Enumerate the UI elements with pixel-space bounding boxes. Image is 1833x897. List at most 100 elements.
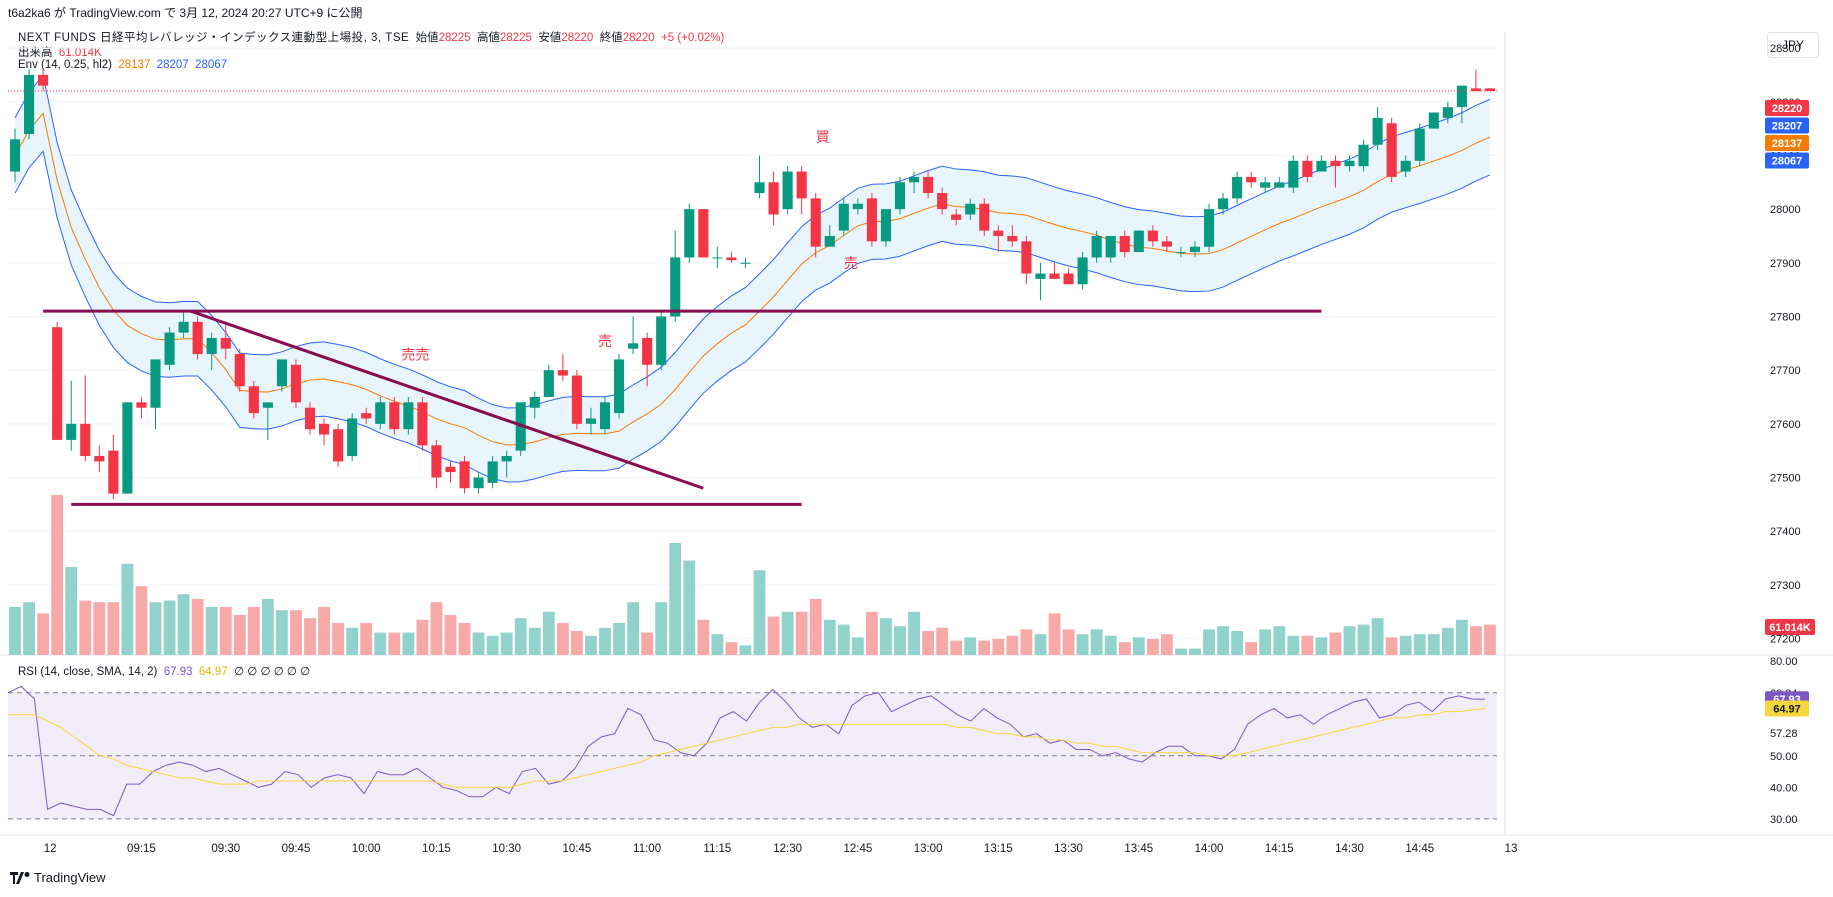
rsi-tick-label: 40.00 [1770,782,1798,794]
candle-body [1428,112,1439,129]
tradingview-logo[interactable]: TradingView [10,870,106,885]
price-tick-label: 27700 [1770,365,1801,377]
envelope-label: Env (14, 0.25, hl2) [18,59,112,71]
volume-bar [1455,619,1468,655]
time-tick-label: 13 [1505,843,1518,855]
volume-bar [753,570,766,655]
volume-value: 61.014K [58,47,102,59]
candle-body [319,423,330,435]
candle-body [824,235,835,247]
candle-body [1035,273,1046,279]
time-tick-label: 09:45 [282,843,311,855]
candle-body [136,402,147,408]
volume-bar [23,602,35,655]
volume-bar [571,631,583,655]
volume-bar [416,619,429,655]
volume-bar [500,632,513,655]
volume-bar [837,624,850,655]
candle-body [1414,128,1425,161]
symbol-legend[interactable]: NEXT FUNDS 日経平均レバレッジ・インデックス連動型上場投, 3, TS… [18,29,724,45]
rsi-line [7,685,1486,817]
candle-body [670,257,681,317]
volume-bar [556,623,569,655]
rsi-axis-label-box [1765,700,1809,717]
symbol-name[interactable]: NEXT FUNDS 日経平均レバレッジ・インデックス連動型上場投, 3, TS… [18,32,410,44]
rsi-legend[interactable]: RSI (14, close, SMA, 14, 2) 67.93 64.97 … [18,664,310,678]
volume-bar [978,640,991,655]
volume-bar [107,602,120,655]
volume-bar [823,619,836,655]
candle-body [1386,123,1397,177]
volume-bar [1427,634,1440,655]
volume-bar [655,602,668,655]
time-tick-label: 14:00 [1195,843,1224,855]
time-tick-label: 10:30 [492,843,521,855]
volume-bar [613,623,625,655]
volume-bar [1357,624,1370,655]
volume-bar [346,627,359,655]
volume-bar [149,602,162,655]
candle-body [585,418,597,424]
candle-body [684,209,695,258]
candle-body [838,203,849,231]
envelope-basis-line [14,112,1491,446]
candle-body [375,402,386,424]
volume-bar [1160,634,1173,655]
rsi-extra: ∅ ∅ ∅ ∅ ∅ ∅ [234,666,311,678]
envelope-lower-value: 28067 [195,59,228,71]
candle-body [740,262,751,264]
time-tick-label: 11:00 [633,843,661,855]
signal-annotation: 売 [844,255,858,271]
time-tick-label: 12 [44,843,57,855]
volume-bar [1470,626,1482,655]
candle-body [937,193,948,210]
volume-bar [1104,635,1117,655]
candle-body [1189,246,1201,253]
tradingview-logo-icon [10,871,30,884]
candle-body [557,370,568,376]
time-tick-label: 10:45 [563,843,592,855]
volume-bar [1371,618,1384,655]
candle-body [333,429,344,462]
volume-bar [711,634,724,655]
volume-bar [402,632,415,655]
volume-bar [669,543,682,655]
volume-legend[interactable]: 出来高 61.014K [18,44,102,60]
candle-body [459,461,470,489]
candle-body [1260,182,1271,188]
trend-line [190,309,704,490]
envelope-legend[interactable]: Env (14, 0.25, hl2) 28137 28207 28067 [18,59,227,71]
candle-body [965,203,976,215]
volume-bar [191,599,204,655]
price-axis-label-box [1765,135,1809,151]
volume-bar [1329,632,1342,655]
candle-body [628,343,639,349]
volume-bar [1231,631,1244,655]
candle-body [80,423,91,457]
candle-body [529,396,540,408]
candle-body [403,402,414,430]
volume-bar [1245,642,1258,655]
candle-body [726,257,737,261]
volume-bar [851,637,864,655]
volume-bar [219,607,232,655]
candle-body [206,337,217,355]
volume-bar [1118,642,1131,655]
time-tick-label: 14:15 [1265,843,1294,855]
currency-button[interactable]: JPY [1767,32,1819,58]
candle-body [1133,230,1144,253]
candle-body [304,407,316,430]
volume-bar [1259,629,1272,655]
candle-body [951,214,962,220]
price-axis-label-box [1765,152,1809,169]
volume-bar [1175,648,1187,655]
candle-body [866,198,877,242]
candle-body [796,171,807,199]
low-value: 28220 [561,32,594,44]
price-axis-label: 28067 [1772,156,1803,168]
envelope-upper-line [14,74,1491,409]
volume-bar [739,645,752,655]
candle-body [1077,257,1088,285]
price-tick-label: 27900 [1770,258,1801,270]
